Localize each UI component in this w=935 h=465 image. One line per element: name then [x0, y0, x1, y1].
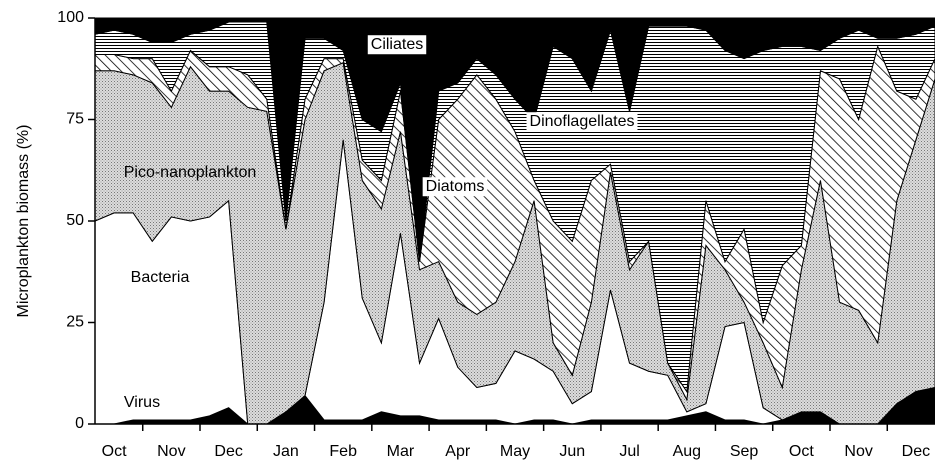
x-tick-label: Aug: [673, 443, 701, 460]
x-tick-label: Jun: [559, 443, 585, 460]
x-tick-label: Nov: [157, 443, 185, 460]
y-tick-label: 50: [66, 212, 84, 229]
x-tick-label: Mar: [387, 443, 415, 460]
x-tick-label: Feb: [329, 443, 357, 460]
x-tick-label: Sep: [730, 443, 759, 460]
series-label: Pico-nanoplankton: [124, 164, 257, 181]
x-tick-label: Dec: [902, 443, 930, 460]
series-label: Dinoflagellates: [530, 113, 635, 130]
y-tick-label: 100: [57, 9, 84, 26]
y-tick-label: 75: [66, 111, 84, 128]
x-tick-label: Oct: [789, 443, 814, 460]
x-tick-label: Nov: [844, 443, 872, 460]
series-label: Ciliates: [371, 36, 423, 53]
x-tick-label: May: [500, 443, 530, 460]
series-label: Virus: [124, 394, 160, 411]
y-axis-label: Microplankton biomass (%): [15, 125, 32, 318]
x-tick-label: Dec: [214, 443, 242, 460]
y-tick-label: 25: [66, 314, 84, 331]
series-label: Bacteria: [131, 269, 190, 286]
label-box: [526, 112, 638, 132]
label-box: [367, 35, 427, 55]
area: [94, 17, 935, 262]
y-tick-label: 0: [75, 415, 84, 432]
x-tick-label: Apr: [445, 443, 471, 460]
label-box: [422, 177, 488, 197]
x-tick-label: Jan: [273, 443, 299, 460]
x-tick-label: Oct: [102, 443, 127, 460]
x-tick-label: Jul: [619, 443, 639, 460]
series-label: Diatoms: [426, 178, 485, 195]
